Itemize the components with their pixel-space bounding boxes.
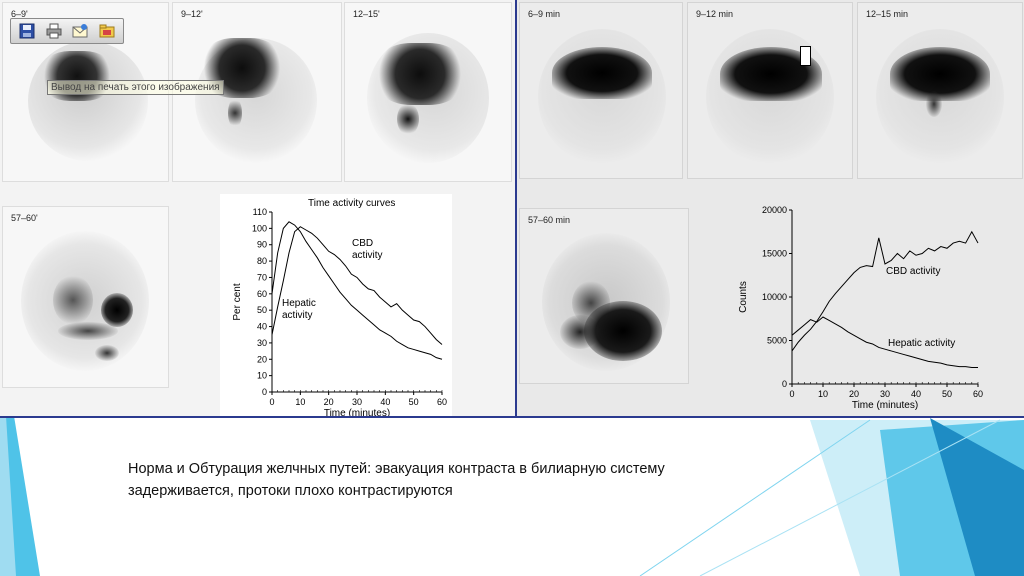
y-tick-label: 20	[257, 354, 267, 364]
scan-left-3: 12–15'	[344, 2, 512, 182]
x-tick-label: 30	[880, 389, 890, 399]
scan-right-1: 6–9 min	[519, 2, 683, 179]
x-tick-label: 50	[942, 389, 952, 399]
series-annotation: Hepatic	[282, 298, 316, 309]
x-tick-label: 10	[818, 389, 828, 399]
scan-label: 12–15'	[353, 9, 380, 19]
scan-right-2: 9–12 min	[687, 2, 853, 179]
x-axis-label: Time (minutes)	[324, 408, 390, 416]
y-axis-label: Counts	[738, 281, 749, 313]
x-tick-label: 0	[269, 397, 274, 407]
image-toolbar	[10, 18, 124, 44]
chart-right: 0 5000 10000 15000 20000 0 10 20 30 40 50 60 Time (m…	[732, 198, 984, 416]
series-annotation: activity	[352, 250, 383, 261]
x-tick-label: 10	[295, 397, 305, 407]
toolbar-tooltip: Вывод на печать этого изображения	[47, 80, 224, 95]
series-annotation: CBD	[352, 238, 373, 249]
right-triangle-dark-shape	[930, 418, 1024, 576]
y-tick-label: 70	[257, 272, 267, 282]
email-icon[interactable]	[70, 21, 90, 41]
x-tick-label: 20	[849, 389, 859, 399]
chart-title: Time activity curves	[308, 198, 395, 209]
y-tick-label: 0	[782, 379, 787, 389]
slide-caption: Норма и Обтурация желчных путей: эвакуац…	[128, 458, 888, 502]
y-tick-label: 90	[257, 240, 267, 250]
scan-label: 9–12 min	[696, 9, 734, 19]
x-tick-label: 20	[324, 397, 334, 407]
x-tick-label: 50	[409, 397, 419, 407]
y-axis-label: Per cent	[232, 283, 243, 320]
y-tick-label: 20000	[762, 205, 787, 215]
left-image-panel: 6–9' 9–12' 12–15' 57–60' 0 10 20 30 40 50 60 70…	[0, 0, 517, 418]
scan-label: 6–9 min	[528, 9, 561, 19]
series-line-1	[271, 221, 443, 360]
x-tick-label: 60	[973, 389, 983, 399]
y-tick-label: 15000	[762, 249, 787, 259]
scan-right-3: 12–15 min	[857, 2, 1023, 179]
left-stripe-pale-shape	[0, 416, 16, 576]
series-line-0	[271, 226, 443, 345]
series-annotation: CBD activity	[886, 266, 940, 277]
scan-left-2: 9–12'	[172, 2, 342, 182]
chart-left: 0 10 20 30 40 50 60 70 80 90 100 110 0 10 20 30 40 50 60 Ti…	[220, 194, 452, 416]
y-tick-label: 110	[253, 207, 267, 217]
x-tick-label: 30	[352, 397, 362, 407]
x-tick-label: 40	[380, 397, 390, 407]
scan-label: 57–60 min	[528, 215, 571, 225]
scan-label: 9–12'	[181, 9, 203, 19]
x-tick-label: 60	[437, 397, 447, 407]
save-icon[interactable]	[17, 21, 37, 41]
y-tick-label: 0	[262, 387, 267, 397]
scan-label: 12–15 min	[866, 9, 909, 19]
y-tick-label: 50	[257, 305, 267, 315]
right-decor-line	[639, 419, 871, 576]
y-tick-label: 10000	[762, 292, 787, 302]
y-tick-label: 80	[257, 256, 267, 266]
scan-label: 6–9'	[11, 9, 28, 19]
print-icon[interactable]	[44, 21, 64, 41]
scan-left-4: 57–60'	[2, 206, 169, 388]
right-decor-line-2	[699, 419, 1001, 576]
y-tick-label: 60	[257, 289, 267, 299]
y-tick-label: 40	[257, 322, 267, 332]
y-tick-label: 10	[257, 371, 267, 381]
scan-label: 57–60'	[11, 213, 38, 223]
series-line-0	[791, 230, 979, 352]
x-tick-label: 40	[911, 389, 921, 399]
y-tick-label: 5000	[767, 336, 787, 346]
y-tick-label: 100	[252, 223, 267, 233]
series-annotation: activity	[282, 310, 313, 321]
y-tick-label: 30	[257, 338, 267, 348]
caption-line-2: задерживается, протоки плохо контрастиру…	[128, 483, 453, 499]
series-annotation: Hepatic activity	[888, 338, 955, 349]
text-cursor-marker	[800, 46, 811, 66]
caption-line-1: Норма и Обтурация желчных путей: эвакуац…	[128, 461, 665, 477]
folder-icon[interactable]	[97, 21, 117, 41]
x-axis-label: Time (minutes)	[852, 400, 918, 411]
x-tick-label: 0	[789, 389, 794, 399]
scan-right-4: 57–60 min	[519, 208, 689, 384]
right-image-panel: 6–9 min 9–12 min 12–15 min 57–60 min 0 50…	[517, 0, 1024, 418]
series-line-1	[791, 316, 978, 368]
